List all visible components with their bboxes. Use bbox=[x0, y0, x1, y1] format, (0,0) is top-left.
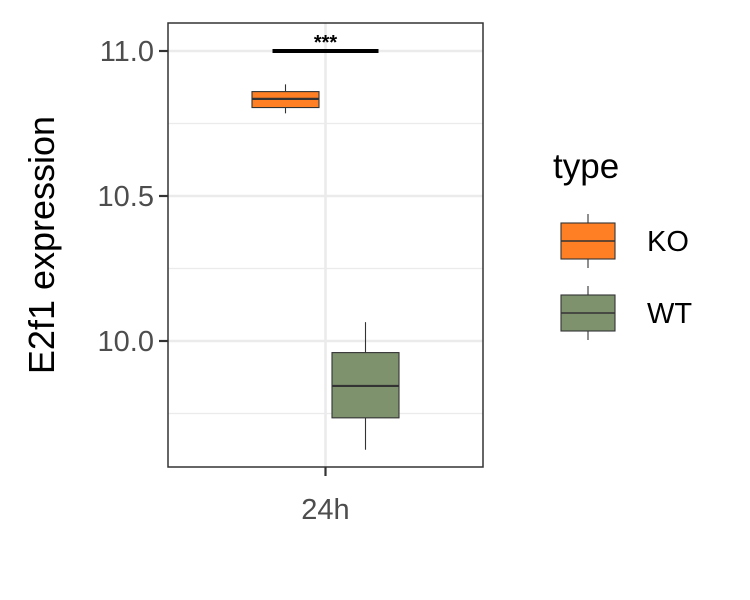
grid-layer bbox=[168, 23, 483, 467]
legend: KO WT bbox=[560, 214, 692, 340]
legend-title: type bbox=[553, 147, 619, 186]
legend-label: WT bbox=[647, 298, 692, 330]
x-tick-label: 24h bbox=[301, 494, 349, 526]
box-wt bbox=[331, 322, 400, 450]
legend-item-wt: WT bbox=[560, 286, 692, 340]
y-tick-label: 10.5 bbox=[98, 181, 154, 213]
significance-label: *** bbox=[314, 32, 338, 54]
y-tick-label: 10.0 bbox=[98, 326, 154, 358]
y-tick-label: 11.0 bbox=[100, 36, 154, 68]
legend-item-ko: KO bbox=[560, 214, 689, 268]
axis-layer: 10.0 10.5 11.0 24h bbox=[98, 36, 350, 526]
legend-label: KO bbox=[647, 226, 689, 258]
box-ko bbox=[251, 84, 320, 114]
annotation-layer: *** bbox=[272, 32, 379, 54]
y-axis-title: E2f1 expression bbox=[21, 116, 62, 374]
box-layer bbox=[251, 84, 400, 450]
